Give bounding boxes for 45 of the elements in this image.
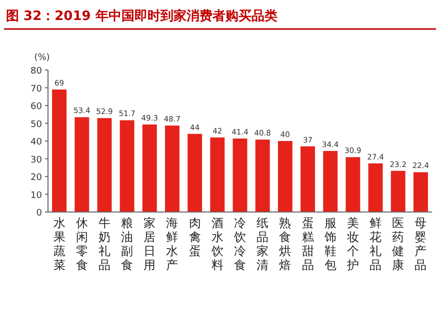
bar — [232, 138, 248, 212]
x-tick-label: 家居日用 — [144, 216, 156, 272]
bar — [74, 117, 90, 212]
bar — [188, 134, 202, 212]
x-tick-label: 酒水饮料 — [210, 216, 224, 272]
x-tick-label: 熟食烘焙 — [279, 216, 292, 272]
x-tick-label: 母婴产品 — [414, 216, 427, 272]
x-tick-label: 肉禽蛋 — [188, 216, 201, 258]
x-tick-label: 休闲零食 — [76, 216, 88, 272]
y-tick-label: 30 — [30, 155, 42, 166]
y-tick-label: 60 — [30, 102, 42, 112]
bar — [413, 172, 428, 212]
y-tick-label: 0 — [36, 208, 42, 218]
bar — [278, 141, 292, 212]
y-axis-title: (%) — [34, 53, 50, 63]
bar — [255, 140, 270, 212]
bar — [323, 150, 338, 212]
y-tick-label: 80 — [30, 66, 42, 76]
bar — [165, 126, 180, 212]
x-tick-label: 鲜花礼品 — [370, 216, 382, 272]
y-tick-label: 50 — [30, 120, 42, 130]
bar — [97, 118, 112, 212]
x-tick-label: 医药健康 — [392, 216, 404, 272]
x-tick-label: 牛奶礼品 — [98, 216, 110, 272]
bar — [368, 163, 383, 212]
x-tick-label: 纸品家清 — [256, 216, 269, 272]
bar — [390, 170, 406, 212]
bar — [52, 90, 67, 212]
x-tick-label: 冷饮冷食 — [233, 216, 246, 272]
bar — [346, 157, 360, 212]
x-tick-label: 水果蔬菜 — [53, 216, 66, 272]
x-tick-label: 蛋糕甜品 — [302, 216, 314, 272]
bar — [120, 120, 134, 212]
bar — [210, 137, 225, 212]
x-tick-label: 海鲜水产 — [166, 216, 178, 272]
x-tick-label: 服饰鞋包 — [323, 216, 336, 272]
bar — [300, 146, 315, 212]
y-tick-label: 10 — [30, 190, 42, 201]
y-tick-label: 70 — [30, 84, 42, 94]
y-tick-label: 20 — [30, 173, 42, 183]
x-tick-label: 粮油副食 — [121, 216, 134, 272]
x-tick-label: 美妆个护 — [346, 216, 359, 272]
bar — [142, 124, 157, 212]
y-tick-label: 40 — [30, 138, 42, 148]
chart-title: 图 32：2019 年中国即时到家消费者购买品类 — [6, 8, 278, 24]
